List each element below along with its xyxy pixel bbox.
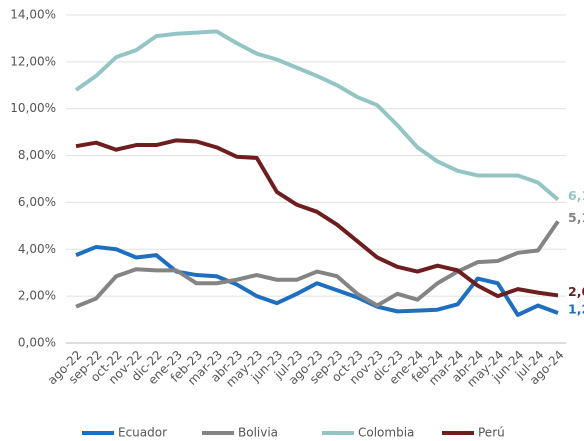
line-series (75, 138, 559, 299)
y-tick-label: 14,00% (10, 8, 56, 22)
line-series (75, 244, 559, 317)
data-label: 6,12% (568, 188, 584, 203)
y-tick-label: 8,00% (18, 148, 56, 162)
y-tick-label: 0,00% (18, 336, 56, 350)
data-label: 2,03% (568, 284, 584, 299)
y-tick-label: 2,00% (18, 289, 56, 303)
data-label: 5,19% (568, 210, 584, 225)
legend-label: Ecuador (118, 426, 167, 440)
line-series (75, 220, 560, 309)
y-tick-label: 10,00% (10, 101, 56, 115)
data-label: 1,28% (568, 302, 584, 317)
legend-label: Perú (478, 426, 505, 440)
legend-label: Bolivia (238, 426, 278, 440)
y-tick-label: 12,00% (10, 54, 56, 68)
y-tick-label: 4,00% (18, 242, 56, 256)
legend-label: Colombia (358, 426, 414, 440)
line-series (74, 29, 560, 202)
y-tick-label: 6,00% (18, 195, 56, 209)
